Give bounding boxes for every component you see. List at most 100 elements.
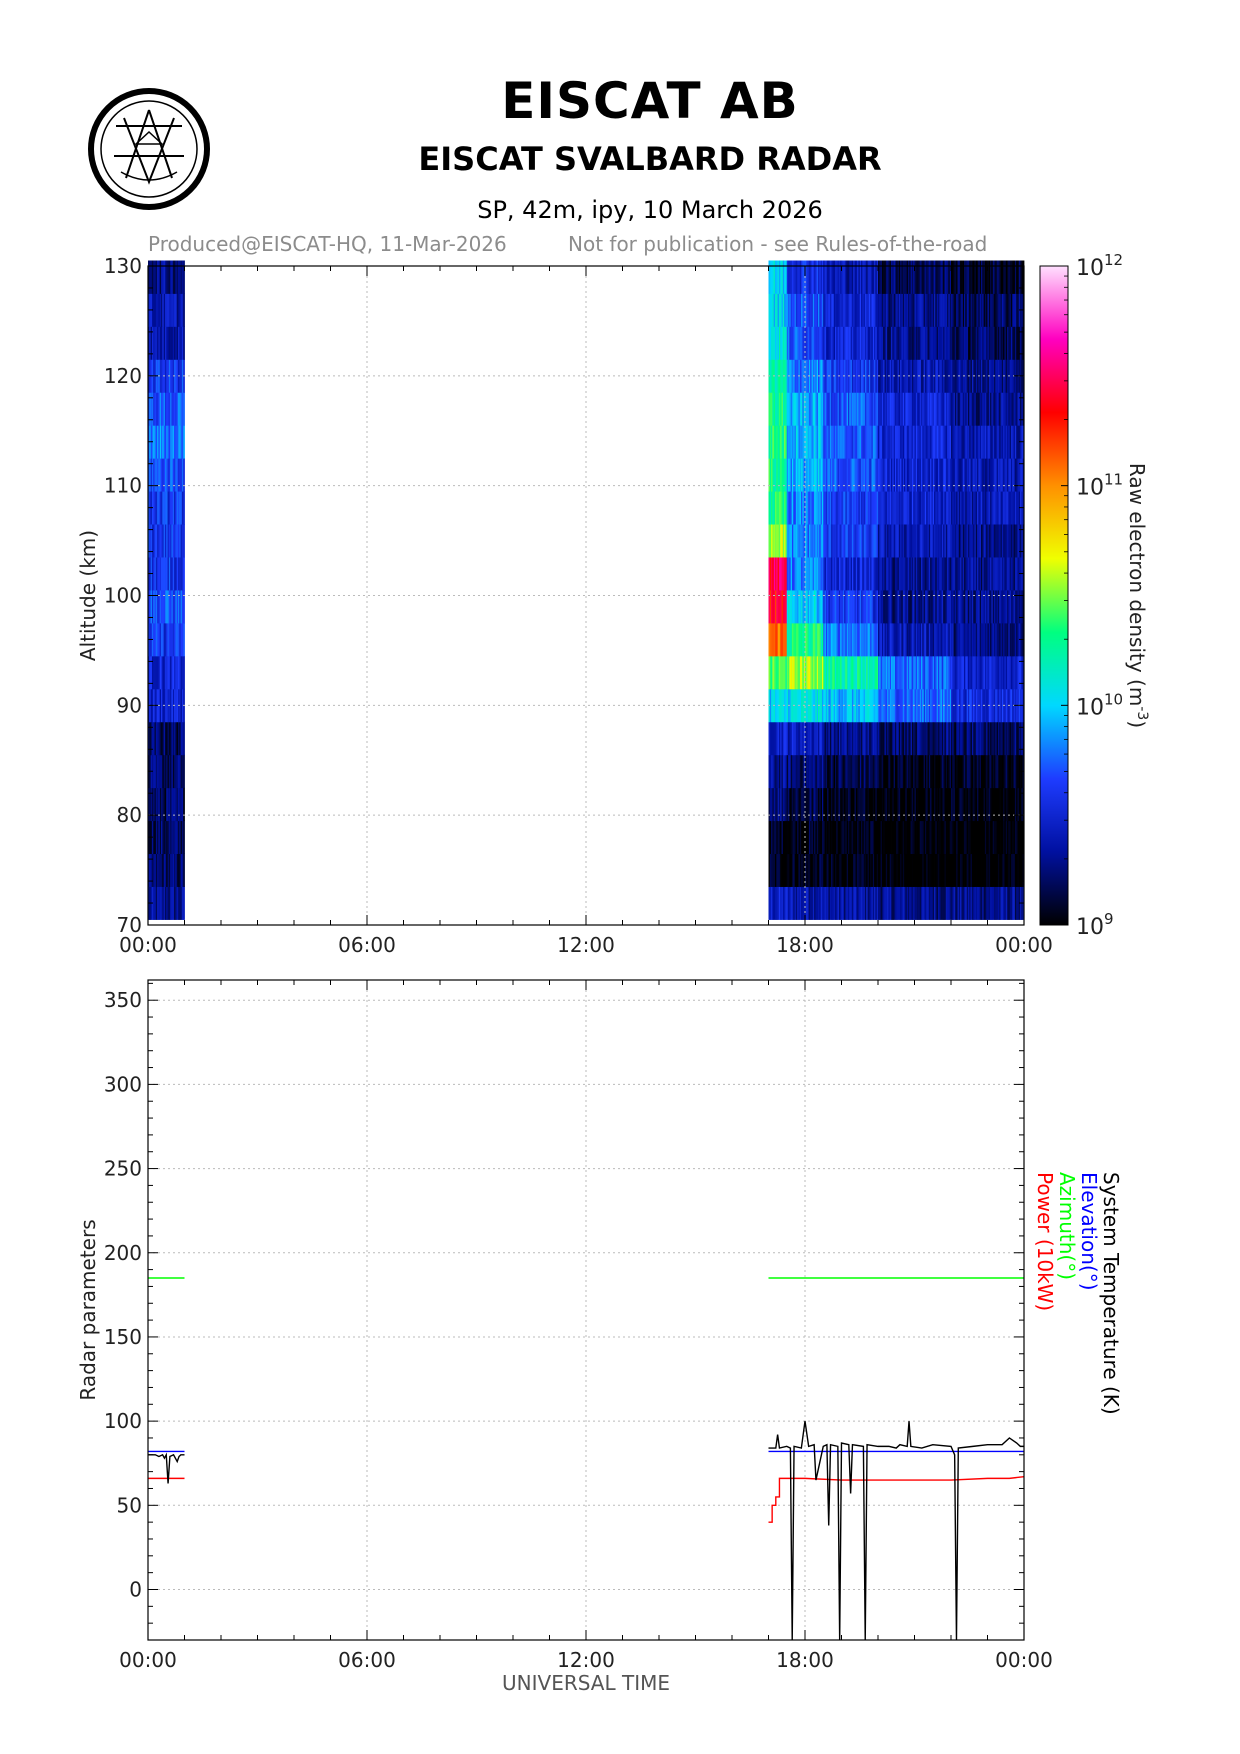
heatmap-cell <box>866 491 868 525</box>
heatmap-cell <box>913 655 915 690</box>
heatmap-cell <box>990 853 992 887</box>
heatmap-cell <box>1003 787 1005 822</box>
heatmap-cell <box>967 721 970 756</box>
heatmap-cell <box>154 820 157 855</box>
heatmap-cell <box>880 524 883 558</box>
heatmap-cell <box>900 820 902 855</box>
heatmap-cell <box>166 326 168 360</box>
heatmap-cell <box>913 886 915 920</box>
heatmap-cell <box>863 425 866 459</box>
heatmap-cell <box>798 392 801 426</box>
heatmap-cell <box>905 260 908 294</box>
heatmap-cell <box>1007 590 1009 624</box>
heatmap-cell <box>840 458 842 492</box>
heatmap-cell <box>881 524 884 558</box>
heatmap-cell <box>894 458 897 492</box>
heatmap-cell <box>900 787 902 822</box>
heatmap-cell <box>176 853 179 887</box>
heatmap-cell <box>812 293 815 327</box>
heatmap-cell <box>842 392 845 426</box>
heatmap-cell <box>936 458 939 492</box>
heatmap-cell <box>791 754 794 789</box>
heatmap-cell <box>780 590 782 624</box>
heatmap-cell <box>836 524 838 558</box>
heatmap-cell <box>151 721 154 756</box>
heatmap-cell <box>870 293 872 327</box>
heatmap-cell <box>862 260 865 294</box>
heatmap-cell <box>158 293 161 327</box>
heatmap-cell <box>935 524 938 558</box>
heatmap-cell <box>994 886 996 920</box>
heatmap-cell <box>151 590 154 624</box>
heatmap-cell <box>988 754 991 789</box>
heatmap-cell <box>897 787 900 822</box>
heatmap-cell <box>1016 655 1018 690</box>
heatmap-cell <box>905 721 908 756</box>
heatmap-cell <box>801 557 803 591</box>
heatmap-cell <box>833 787 836 822</box>
heatmap-cell <box>858 853 861 887</box>
heatmap-cell <box>971 655 974 690</box>
heatmap-cell <box>836 392 838 426</box>
heatmap-cell <box>975 392 978 426</box>
heatmap-cell <box>883 326 885 360</box>
heatmap-cell <box>918 293 921 327</box>
heatmap-cell <box>921 590 923 624</box>
heatmap-cell <box>910 820 913 855</box>
heatmap-cell <box>827 557 829 591</box>
heatmap-cell <box>853 622 855 657</box>
heatmap-cell <box>918 557 921 591</box>
heatmap-cell <box>778 392 781 426</box>
heatmap-cell <box>161 754 163 789</box>
heatmap-cell <box>924 787 927 822</box>
heatmap-cell <box>1004 622 1007 657</box>
heatmap-cell <box>1010 787 1013 822</box>
heatmap-cell <box>828 425 831 459</box>
heatmap-cell <box>965 787 968 822</box>
heatmap-cell <box>1010 622 1013 657</box>
heatmap-cell <box>163 524 166 558</box>
heatmap-cell <box>997 458 1000 492</box>
heatmap-cell <box>782 655 785 690</box>
heatmap-cell <box>815 491 818 525</box>
heatmap-cell <box>816 359 819 393</box>
heatmap-cell <box>1017 524 1020 558</box>
heatmap-cell <box>833 425 836 459</box>
heatmap-cell <box>952 754 954 789</box>
heatmap-cell <box>927 524 930 558</box>
heatmap-cell <box>806 655 808 690</box>
heatmap-cell <box>183 655 185 690</box>
heatmap-cell <box>999 688 1001 723</box>
heatmap-cell <box>891 590 893 624</box>
heatmap-cell <box>798 622 801 657</box>
heatmap-cell <box>984 359 987 393</box>
heatmap-cell <box>1001 721 1004 756</box>
heatmap-cell <box>154 392 157 426</box>
heatmap-cell <box>936 359 939 393</box>
heatmap-cell <box>790 886 793 920</box>
heatmap-cell <box>947 853 949 887</box>
heatmap-cell <box>836 326 838 360</box>
heatmap-cell <box>854 655 857 690</box>
heatmap-cell <box>180 721 183 756</box>
heatmap-cell <box>990 886 992 920</box>
heatmap-cell <box>871 557 874 591</box>
heatmap-cell <box>775 886 777 920</box>
heatmap-cell <box>966 524 969 558</box>
heatmap-cell <box>992 721 995 756</box>
heatmap-cell <box>793 293 795 327</box>
heatmap-cell <box>161 491 163 525</box>
heatmap-cell <box>863 853 866 887</box>
heatmap-cell <box>900 392 902 426</box>
heatmap-cell <box>910 721 913 756</box>
heatmap-cell <box>990 754 992 789</box>
heatmap-cell <box>957 787 960 822</box>
heatmap-cell <box>966 853 969 887</box>
heatmap-cell <box>943 326 945 360</box>
heatmap-cell <box>961 655 964 690</box>
heatmap-cell <box>153 392 155 426</box>
heatmap-cell <box>987 622 990 657</box>
colorbar-tick-label: 109 <box>1076 910 1114 940</box>
heatmap-cell <box>168 392 171 426</box>
heatmap-cell <box>864 688 867 723</box>
